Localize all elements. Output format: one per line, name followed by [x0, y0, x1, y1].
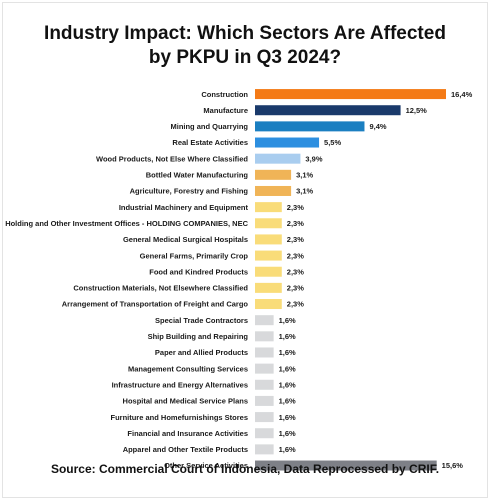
bar [255, 331, 274, 342]
data-label: 3,1% [296, 171, 313, 180]
bar [255, 169, 292, 180]
data-label: 1,6% [279, 348, 296, 357]
chart-title-line-2: by PKPU in Q3 2024? [148, 47, 342, 68]
data-label: 2,3% [287, 235, 304, 244]
category-label: Financial and Insurance Activities [127, 429, 248, 438]
bar [255, 234, 282, 245]
data-label: 15,6% [442, 461, 464, 470]
data-label: 3,1% [296, 187, 313, 196]
category-label: General Farms, Primarily Crop [140, 251, 249, 260]
category-label: Bottled Water Manufacturing [146, 171, 249, 180]
category-label: Industrial Machinery and Equipment [119, 203, 249, 212]
bar [255, 218, 282, 229]
category-label: Holding and Other Investment Offices - H… [5, 219, 248, 228]
data-label: 1,6% [279, 397, 296, 406]
data-label: 2,3% [287, 203, 304, 212]
bar [255, 137, 320, 148]
bar [255, 444, 274, 455]
bar [255, 89, 446, 100]
bar [255, 121, 365, 132]
bar [255, 428, 274, 439]
bar [255, 395, 274, 406]
bar [255, 266, 282, 277]
category-label: Apparel and Other Textile Products [123, 445, 248, 454]
bar [255, 105, 401, 116]
data-label: 1,6% [279, 380, 296, 389]
data-label: 9,4% [369, 122, 386, 131]
category-label: Hospital and Medical Service Plans [123, 397, 248, 406]
category-label: Paper and Allied Products [155, 348, 248, 357]
category-label: Ship Building and Repairing [148, 332, 249, 341]
bar [255, 412, 274, 423]
data-label: 2,3% [287, 284, 304, 293]
category-label: Real Estate Activities [172, 138, 248, 147]
data-label: 12,5% [406, 106, 428, 115]
bar [255, 202, 282, 213]
data-label: 1,6% [279, 413, 296, 422]
bar [255, 185, 292, 196]
category-label: Infrastructure and Energy Alternatives [112, 380, 248, 389]
bar [255, 250, 282, 261]
data-label: 2,3% [287, 267, 304, 276]
category-label: Furniture and Homefurnishings Stores [110, 413, 248, 422]
category-label: Special Trade Contractors [155, 316, 248, 325]
bar [255, 299, 282, 310]
data-label: 2,3% [287, 251, 304, 260]
data-label: 1,6% [279, 364, 296, 373]
category-label: Wood Products, Not Else Where Classified [96, 154, 248, 163]
category-label: Construction [201, 90, 248, 99]
data-label: 1,6% [279, 445, 296, 454]
data-label: 5,5% [324, 138, 341, 147]
data-label: 1,6% [279, 316, 296, 325]
bar [255, 379, 274, 390]
data-label: 1,6% [279, 429, 296, 438]
category-label: Manufacture [203, 106, 248, 115]
bar [255, 315, 274, 326]
category-label: Food and Kindred Products [149, 267, 248, 276]
category-label: Mining and Quarrying [170, 122, 248, 131]
bar [255, 363, 274, 374]
category-label: Agriculture, Forestry and Fishing [130, 187, 249, 196]
data-label: 2,3% [287, 219, 304, 228]
category-label: Management Consulting Services [128, 364, 248, 373]
category-label: Other Service Activities [164, 461, 248, 470]
chart-source: Source: Commercial Court of Indonesia, D… [50, 462, 440, 476]
category-label: General Medical Surgical Hospitals [123, 235, 248, 244]
data-label: 3,9% [305, 154, 322, 163]
data-label: 2,3% [287, 300, 304, 309]
data-label: 1,6% [279, 332, 296, 341]
category-label: Construction Materials, Not Elsewhere Cl… [73, 284, 248, 293]
chart-title: Industry Impact: Which Sectors Are Affec… [0, 22, 490, 70]
category-label: Arrangement of Transportation of Freight… [62, 300, 249, 309]
bar [255, 460, 437, 471]
chart-title-line-1: Industry Impact: Which Sectors Are Affec… [44, 23, 446, 44]
bar [255, 282, 282, 293]
data-label: 16,4% [451, 90, 473, 99]
bar [255, 153, 301, 164]
bar [255, 347, 274, 358]
